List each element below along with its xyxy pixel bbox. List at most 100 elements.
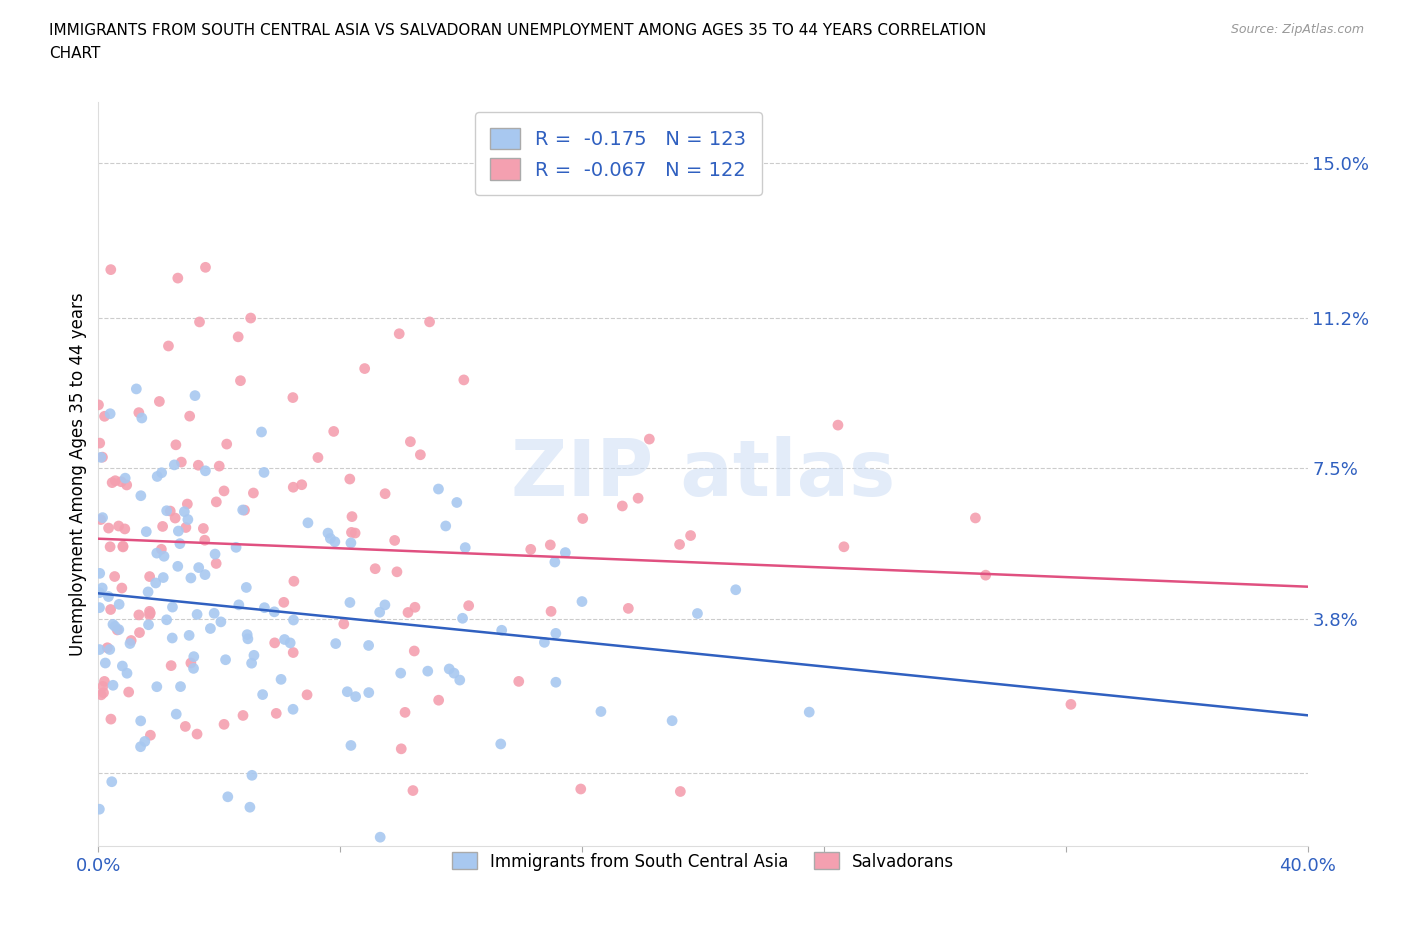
Point (638, 432, 661, 446)
Point (283, 613, 305, 628)
Point (533, 635, 555, 650)
Point (139, 605, 162, 620)
Point (93, 674, 115, 689)
Point (146, 679, 169, 694)
Point (283, 574, 305, 589)
Point (89, 802, 111, 817)
Point (404, 644, 426, 658)
Point (169, 679, 191, 694)
Point (965, 511, 987, 525)
Point (544, 554, 567, 569)
Point (297, 515, 319, 530)
Point (184, 388, 207, 403)
Point (89, 585, 111, 600)
Point (89, 565, 111, 580)
Point (263, 604, 285, 619)
Text: IMMIGRANTS FROM SOUTH CENTRAL ASIA VS SALVADORAN UNEMPLOYMENT AMONG AGES 35 TO 4: IMMIGRANTS FROM SOUTH CENTRAL ASIA VS SA… (49, 23, 987, 38)
Point (153, 549, 176, 564)
Point (145, 576, 167, 591)
Point (194, 533, 217, 548)
Point (138, 604, 160, 618)
Point (443, 666, 465, 681)
Point (174, 719, 197, 734)
Point (281, 390, 304, 405)
Point (669, 784, 692, 799)
Point (236, 631, 259, 646)
Text: CHART: CHART (49, 46, 101, 61)
Point (215, 437, 238, 452)
Point (115, 477, 138, 492)
Point (91, 679, 114, 694)
Point (281, 702, 304, 717)
Point (340, 536, 363, 551)
Point (832, 539, 855, 554)
Point (344, 525, 367, 540)
Point (170, 455, 193, 470)
Point (89, 600, 111, 615)
Point (89, 435, 111, 450)
Point (544, 675, 567, 690)
Point (439, 661, 461, 676)
Point (232, 708, 254, 723)
Point (183, 661, 205, 676)
Point (209, 615, 232, 630)
Point (159, 504, 181, 519)
Point (169, 537, 191, 551)
Point (180, 570, 202, 585)
Point (399, 434, 422, 449)
Point (240, 768, 263, 783)
Point (434, 519, 457, 534)
Point (385, 565, 408, 579)
Point (131, 410, 153, 425)
Point (96, 641, 118, 656)
Point (100, 602, 122, 617)
Point (540, 604, 562, 618)
Point (538, 538, 561, 552)
Point (323, 535, 346, 550)
Point (974, 567, 997, 582)
Point (108, 597, 131, 612)
Point (166, 271, 188, 286)
Point (90, 450, 112, 465)
Point (449, 672, 471, 687)
Point (107, 622, 129, 637)
Point (232, 502, 254, 517)
Point (627, 491, 650, 506)
Point (150, 465, 173, 480)
Point (353, 361, 375, 376)
Point (150, 542, 173, 557)
Point (612, 498, 634, 513)
Point (571, 512, 593, 526)
Point (193, 521, 215, 536)
Point (128, 405, 150, 420)
Point (179, 628, 201, 643)
Point (357, 638, 380, 653)
Point (307, 450, 329, 465)
Point (339, 472, 361, 486)
Point (100, 775, 122, 790)
Point (91, 450, 114, 465)
Point (98, 642, 121, 657)
Point (339, 595, 361, 610)
Point (98, 539, 121, 554)
Point (208, 458, 231, 473)
Point (93, 685, 115, 700)
Point (90, 687, 112, 702)
Point (416, 664, 439, 679)
Point (97, 589, 120, 604)
Point (114, 522, 136, 537)
Point (252, 687, 274, 702)
Point (427, 693, 450, 708)
Point (389, 741, 412, 756)
Point (668, 537, 690, 551)
Point (243, 648, 266, 663)
Point (295, 687, 318, 702)
Point (204, 547, 226, 562)
Point (404, 600, 426, 615)
Point (453, 373, 475, 388)
Point (138, 607, 160, 622)
Point (491, 623, 513, 638)
Point (799, 705, 821, 720)
Point (89, 642, 111, 657)
Point (183, 649, 205, 664)
